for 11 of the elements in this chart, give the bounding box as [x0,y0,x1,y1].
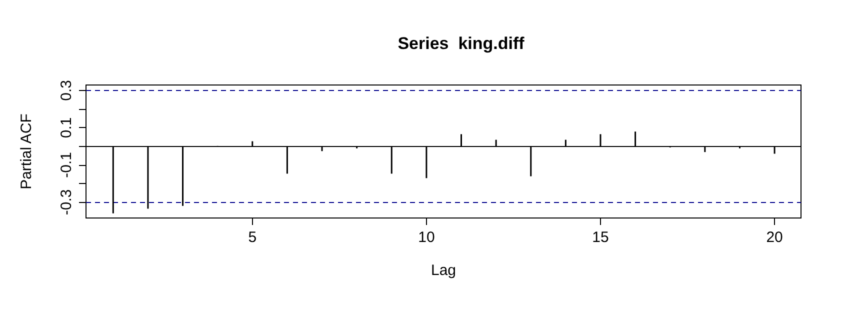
x-axis-title: Lag [430,262,456,279]
x-tick-label: 20 [766,229,783,246]
y-tick-label: -0.3 [58,189,75,216]
chart-title: Series king.diff [398,34,525,53]
y-tick-label: 0.1 [58,117,75,138]
y-tick-label: 0.3 [58,80,75,101]
x-tick-label: 15 [592,229,609,246]
x-tick-label: 10 [418,229,435,246]
y-tick-label: -0.1 [58,152,75,178]
x-tick-label: 5 [248,229,257,246]
y-axis-title: Partial ACF [18,114,35,190]
